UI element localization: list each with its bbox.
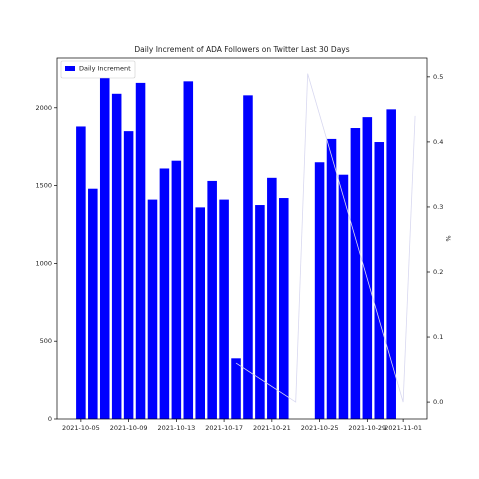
bar [279,198,289,419]
legend-box [60,60,136,79]
bar [88,188,98,419]
y2-tick-label: 0.5 [433,73,443,81]
bar [147,199,158,419]
bar [76,126,86,419]
x-tick-label: 2021-10-21 [253,424,291,432]
y2-axis-label: % [444,235,452,241]
x-tick-label: 2021-10-09 [110,424,148,432]
y2-tick-label: 0.3 [433,203,443,211]
x-tick-label: 2021-10-13 [157,424,195,432]
bar [135,82,146,420]
x-tick-label: 2021-11-01 [384,424,422,432]
y2-tick-label: 0.1 [433,333,443,341]
bar [314,162,325,419]
x-tick-label: 2021-10-17 [205,424,243,432]
bar [123,131,134,420]
bar [338,174,349,419]
y2-tick-label: 0.0 [433,398,443,406]
bar [183,81,194,419]
bar [99,75,110,419]
x-tick-label: 2021-10-05 [62,424,100,432]
y-tick-label: 1000 [35,259,52,267]
bar [159,168,170,419]
legend-swatch [65,66,75,71]
y-tick-label: 500 [40,337,52,345]
bar [362,117,373,420]
bar [231,358,241,419]
bar [111,93,122,420]
bar [219,199,229,419]
y-tick-label: 1500 [35,182,52,190]
line [235,73,416,403]
y-tick-label: 0 [48,415,52,423]
bar [326,138,337,419]
bar [255,205,265,419]
plot-frame [56,57,428,420]
bar [267,177,277,419]
chart-title: Daily Increment of ADA Followers on Twit… [134,45,349,54]
y2-tick-label: 0.2 [433,268,443,276]
y-tick-label: 2000 [35,104,52,112]
bar [207,180,217,419]
bar [374,142,385,419]
x-tick-label: 2021-10-29 [348,424,386,432]
bar [350,128,361,419]
legend-label: Daily Increment [79,65,131,73]
bar [195,207,205,419]
bar [171,160,182,419]
bar [243,95,253,420]
y2-tick-label: 0.4 [433,138,443,146]
x-tick-label: 2021-10-25 [301,424,339,432]
bar [386,109,396,420]
